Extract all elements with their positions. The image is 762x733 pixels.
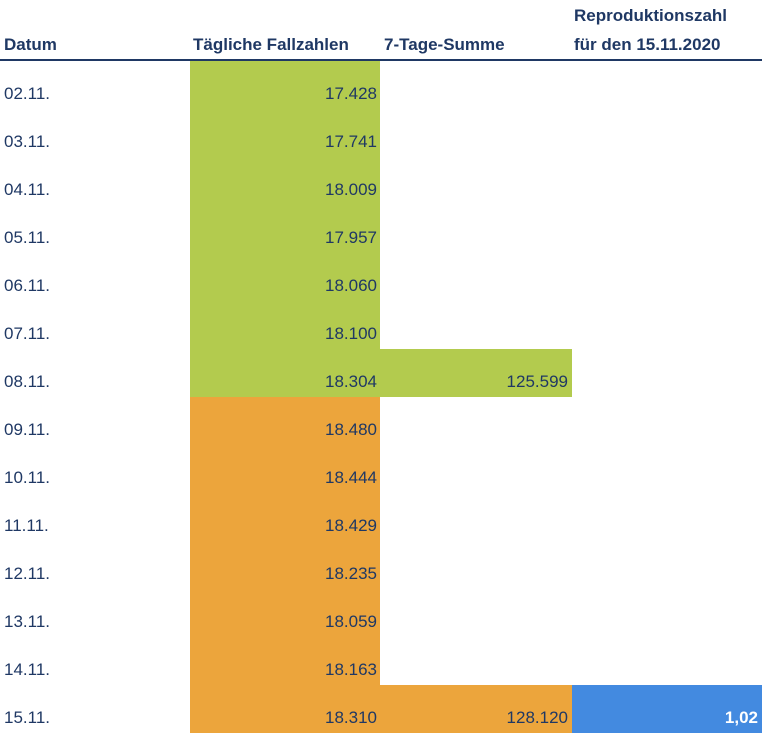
daily-cases-cell: 18.480 xyxy=(190,397,380,445)
date-cell: 12.11. xyxy=(4,564,51,583)
daily-cases-cell: 18.009 xyxy=(190,157,380,205)
column-header-reproduction-line2: für den 15.11.2020 xyxy=(574,35,721,54)
column-header-7-day-sum: 7-Tage-Summe xyxy=(384,35,505,54)
daily-cases-cell: 18.059 xyxy=(190,589,380,637)
daily-cases-value: 18.444 xyxy=(325,468,377,487)
daily-cases-cell: 18.100 xyxy=(190,301,380,349)
reproduction-number-cell: 1,02 xyxy=(572,685,762,733)
seven-day-sum-cell: 128.120 xyxy=(380,685,572,733)
daily-cases-cell: 18.235 xyxy=(190,541,380,589)
table-row: 10.11. 18.444 xyxy=(0,445,762,493)
date-cell: 14.11. xyxy=(4,660,51,679)
date-cell: 02.11. xyxy=(4,84,51,103)
table-row: 14.11. 18.163 xyxy=(0,637,762,685)
table-row: 15.11. 18.310 128.120 1,02 xyxy=(0,685,762,733)
daily-cases-cell: 18.429 xyxy=(190,493,380,541)
daily-cases-value: 18.304 xyxy=(325,372,377,391)
table-row: 08.11. 18.304 125.599 xyxy=(0,349,762,397)
daily-cases-cell: 18.310 xyxy=(190,685,380,733)
daily-cases-cell: 18.444 xyxy=(190,445,380,493)
table-row: 07.11. 18.100 xyxy=(0,301,762,349)
date-cell: 07.11. xyxy=(4,324,51,343)
table-row: 05.11. 17.957 xyxy=(0,205,762,253)
daily-cases-value: 18.009 xyxy=(325,180,377,199)
daily-cases-cell: 18.163 xyxy=(190,637,380,685)
column-header-datum: Datum xyxy=(4,35,57,54)
table-row: 09.11. 18.480 xyxy=(0,397,762,445)
daily-cases-value: 18.429 xyxy=(325,516,377,535)
header-divider xyxy=(0,59,762,61)
daily-cases-cell: 18.304 xyxy=(190,349,380,397)
seven-day-sum-value: 128.120 xyxy=(506,708,568,727)
daily-cases-value: 17.428 xyxy=(325,84,377,103)
date-cell: 10.11. xyxy=(4,468,51,487)
column-header-reproduction-line1: Reproduktionszahl xyxy=(574,6,728,25)
date-cell: 09.11. xyxy=(4,420,51,439)
daily-cases-value: 17.957 xyxy=(325,228,377,247)
daily-cases-cell: 18.060 xyxy=(190,253,380,301)
date-cell: 13.11. xyxy=(4,612,51,631)
table-row: 13.11. 18.059 xyxy=(0,589,762,637)
daily-cases-cell: 17.957 xyxy=(190,205,380,253)
daily-cases-value: 18.163 xyxy=(325,660,377,679)
daily-cases-cell: 17.428 xyxy=(190,61,380,109)
column-header-daily-cases: Tägliche Fallzahlen xyxy=(193,35,349,54)
date-cell: 04.11. xyxy=(4,180,51,199)
reproduction-number-value: 1,02 xyxy=(724,708,758,727)
date-cell: 03.11. xyxy=(4,132,51,151)
daily-cases-value: 18.235 xyxy=(325,564,377,583)
table-row: 04.11. 18.009 xyxy=(0,157,762,205)
table-row: 11.11. 18.429 xyxy=(0,493,762,541)
date-cell: 06.11. xyxy=(4,276,51,295)
daily-cases-value: 18.310 xyxy=(325,708,377,727)
daily-cases-value: 18.059 xyxy=(325,612,377,631)
table-row: 03.11. 17.741 xyxy=(0,109,762,157)
table-row: 12.11. 18.235 xyxy=(0,541,762,589)
daily-cases-value: 17.741 xyxy=(325,132,377,151)
seven-day-sum-cell: 125.599 xyxy=(380,349,572,397)
table-row: 06.11. 18.060 xyxy=(0,253,762,301)
table-row: 02.11. 17.428 xyxy=(0,61,762,109)
daily-cases-value: 18.480 xyxy=(325,420,377,439)
date-cell: 05.11. xyxy=(4,228,51,247)
daily-cases-cell: 17.741 xyxy=(190,109,380,157)
date-cell: 08.11. xyxy=(4,372,51,391)
daily-cases-value: 18.100 xyxy=(325,324,377,343)
seven-day-sum-value: 125.599 xyxy=(506,372,568,391)
date-cell: 11.11. xyxy=(4,516,49,535)
date-cell: 15.11. xyxy=(4,708,51,727)
daily-cases-value: 18.060 xyxy=(325,276,377,295)
